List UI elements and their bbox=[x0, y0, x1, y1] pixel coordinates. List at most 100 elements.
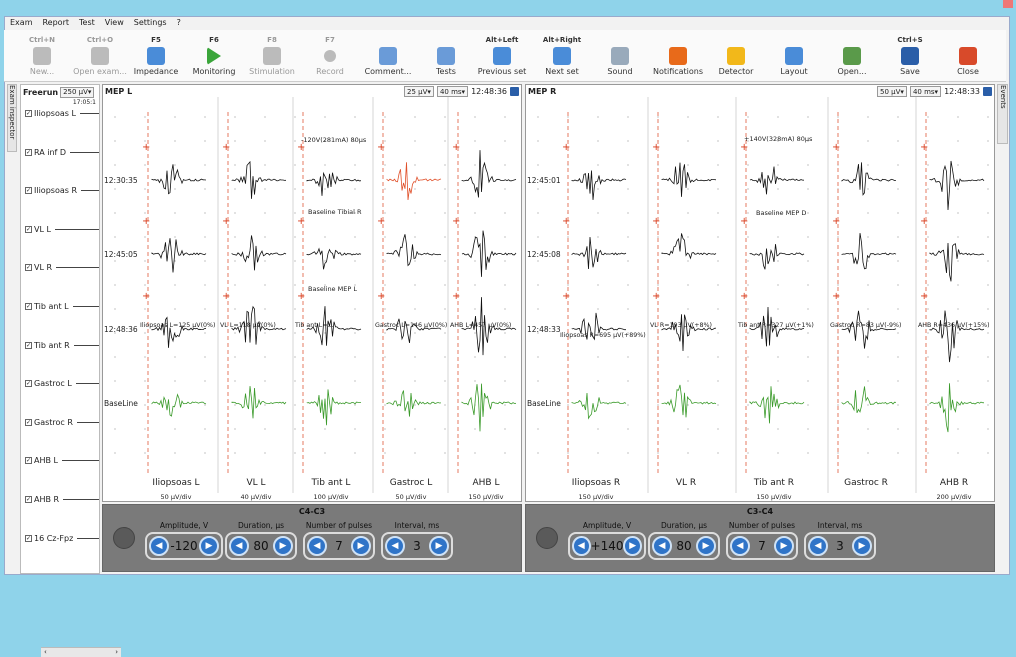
freerun-channel[interactable]: ✓ Iliopsoas R bbox=[25, 186, 99, 195]
grid-dot bbox=[987, 284, 989, 286]
amplitude-label: Amplitude, V bbox=[159, 521, 209, 530]
decrease-arrow-icon[interactable]: ◀ bbox=[652, 536, 672, 556]
grid-dot bbox=[597, 236, 599, 238]
toolbar-open-button[interactable]: Open... bbox=[824, 36, 880, 76]
menu-settings[interactable]: Settings bbox=[133, 18, 167, 27]
checkbox-icon[interactable]: ✓ bbox=[25, 110, 32, 117]
increase-arrow-icon[interactable]: ▶ bbox=[273, 536, 293, 556]
freerun-channel[interactable]: ✓ RA inf D bbox=[25, 148, 99, 157]
increase-arrow-icon[interactable]: ▶ bbox=[199, 536, 219, 556]
increase-arrow-icon[interactable]: ▶ bbox=[852, 536, 872, 556]
decrease-arrow-icon[interactable]: ◀ bbox=[149, 536, 169, 556]
freerun-channel[interactable]: ✓ Tib ant R bbox=[25, 341, 99, 350]
decrease-arrow-icon[interactable]: ◀ bbox=[572, 536, 591, 556]
freerun-channel[interactable]: ✓ Gastroc L bbox=[25, 379, 99, 388]
toolbar-previous-set-button[interactable]: Alt+Left Previous set bbox=[474, 36, 530, 76]
checkbox-icon[interactable]: ✓ bbox=[25, 418, 32, 426]
checkbox-icon[interactable]: ✓ bbox=[25, 264, 32, 272]
freerun-channel[interactable]: ✓ AHB R bbox=[25, 495, 99, 504]
freerun-scrollbar[interactable]: ‹ › bbox=[41, 647, 121, 657]
grid-dot bbox=[747, 452, 749, 454]
freerun-channel[interactable]: ✓ AHB L bbox=[25, 456, 99, 465]
checkbox-icon[interactable]: ✓ bbox=[25, 496, 32, 503]
checkbox-icon[interactable]: ✓ bbox=[25, 457, 32, 465]
freerun-channel[interactable]: ✓ Iliopsoas L bbox=[25, 109, 99, 118]
grid-dot bbox=[114, 380, 116, 382]
gain-select[interactable]: 50 µV ▾ bbox=[877, 86, 907, 97]
grid-dot bbox=[504, 212, 506, 214]
menu-report[interactable]: Report bbox=[42, 18, 70, 27]
grid-dot bbox=[414, 212, 416, 214]
toolbar-new-button[interactable]: Ctrl+N New... bbox=[14, 36, 70, 76]
toolbar-impedance-button[interactable]: F5 Impedance bbox=[128, 36, 184, 76]
timebase-select[interactable]: 40 ms ▾ bbox=[909, 86, 942, 97]
increase-arrow-icon[interactable]: ▶ bbox=[623, 536, 642, 556]
grid-dot bbox=[384, 188, 386, 190]
toolbar-layout-button[interactable]: Layout bbox=[766, 36, 822, 76]
checkbox-icon[interactable]: ✓ bbox=[25, 148, 32, 156]
increase-arrow-icon[interactable]: ▶ bbox=[351, 536, 371, 556]
toolbar-monitoring-button[interactable]: F6 Monitoring bbox=[186, 36, 242, 76]
toolbar-next-set-button[interactable]: Alt+Right Next set bbox=[534, 36, 590, 76]
toolbar-tests-button[interactable]: Tests bbox=[418, 36, 474, 76]
toolbar-detector-button[interactable]: Detector bbox=[708, 36, 764, 76]
freerun-channel[interactable]: ✓ 16 Cz-Fpz bbox=[25, 534, 99, 543]
toolbar-notifications-button[interactable]: Notifications bbox=[650, 36, 706, 76]
freerun-channel[interactable]: ✓ Gastroc R bbox=[25, 418, 99, 427]
grid-dot bbox=[627, 212, 629, 214]
decrease-arrow-icon[interactable]: ◀ bbox=[730, 536, 750, 556]
freerun-channel[interactable]: ✓ VL R bbox=[25, 263, 99, 272]
increase-arrow-icon[interactable]: ▶ bbox=[696, 536, 716, 556]
scroll-left-icon[interactable]: ‹ bbox=[44, 648, 47, 656]
gain-select[interactable]: 25 µV ▾ bbox=[404, 86, 434, 97]
menu-help[interactable]: ? bbox=[176, 18, 181, 27]
increase-arrow-icon[interactable]: ▶ bbox=[774, 536, 794, 556]
toolbar-save-button[interactable]: Ctrl+S Save bbox=[882, 36, 938, 76]
menu-view[interactable]: View bbox=[104, 18, 124, 27]
checkbox-icon[interactable]: ✓ bbox=[25, 380, 32, 388]
events-tab[interactable]: Events bbox=[997, 84, 1008, 144]
decrease-arrow-icon[interactable]: ◀ bbox=[307, 536, 327, 556]
grid-dot bbox=[987, 428, 989, 430]
toolbar-label: Open exam... bbox=[73, 67, 127, 76]
grid-dot bbox=[504, 332, 506, 334]
grid-dot bbox=[174, 260, 176, 262]
menu-exam[interactable]: Exam bbox=[10, 18, 33, 27]
freerun-gain-select[interactable]: 250 µV ▾ bbox=[60, 86, 95, 98]
toolbar-label: Comment... bbox=[364, 67, 412, 76]
checkbox-icon[interactable]: ✓ bbox=[25, 341, 32, 349]
grid-dot bbox=[657, 452, 659, 454]
checkbox-icon[interactable]: ✓ bbox=[25, 534, 32, 542]
timebase-select[interactable]: 40 ms ▾ bbox=[436, 86, 469, 97]
decrease-arrow-icon[interactable]: ◀ bbox=[229, 536, 249, 556]
toolbar-open-exam-button[interactable]: Ctrl+O Open exam... bbox=[72, 36, 128, 76]
toolbar-comment-button[interactable]: Comment... bbox=[360, 36, 416, 76]
grid-dot bbox=[777, 140, 779, 142]
freerun-channel[interactable]: ✓ Tib ant L bbox=[25, 302, 99, 311]
menu-test[interactable]: Test bbox=[79, 18, 95, 27]
save-icon[interactable] bbox=[510, 87, 519, 96]
trigger-cross: + bbox=[297, 291, 305, 302]
scroll-right-icon[interactable]: › bbox=[115, 648, 118, 656]
toolbar-close-button[interactable]: Close bbox=[940, 36, 996, 76]
grid-dot bbox=[867, 428, 869, 430]
waveform-trace bbox=[461, 150, 517, 198]
grid-dot bbox=[747, 212, 749, 214]
checkbox-icon[interactable]: ✓ bbox=[25, 225, 32, 233]
increase-arrow-icon[interactable]: ▶ bbox=[429, 536, 449, 556]
checkbox-icon[interactable]: ✓ bbox=[25, 303, 32, 310]
freerun-channel[interactable]: ✓ VL L bbox=[25, 225, 99, 234]
save-icon[interactable] bbox=[983, 87, 992, 96]
toolbar-record-button[interactable]: F7 Record bbox=[302, 36, 358, 76]
toolbar-stimulation-button[interactable]: F8 Stimulation bbox=[244, 36, 300, 76]
grid-dot bbox=[174, 428, 176, 430]
duration-value: 80 bbox=[676, 539, 692, 553]
exam-inspector-tab[interactable]: Exam inspector bbox=[7, 84, 17, 152]
decrease-arrow-icon[interactable]: ◀ bbox=[808, 536, 828, 556]
grid-dot bbox=[867, 188, 869, 190]
checkbox-icon[interactable]: ✓ bbox=[25, 187, 32, 195]
toolbar-sound-button[interactable]: Sound bbox=[592, 36, 648, 76]
decrease-arrow-icon[interactable]: ◀ bbox=[385, 536, 405, 556]
save-icon bbox=[901, 47, 919, 65]
mep-left-plot: + + + + + + + + + + + + + + +12:30:35 12:45:05 12:48:36 B… bbox=[104, 97, 517, 501]
